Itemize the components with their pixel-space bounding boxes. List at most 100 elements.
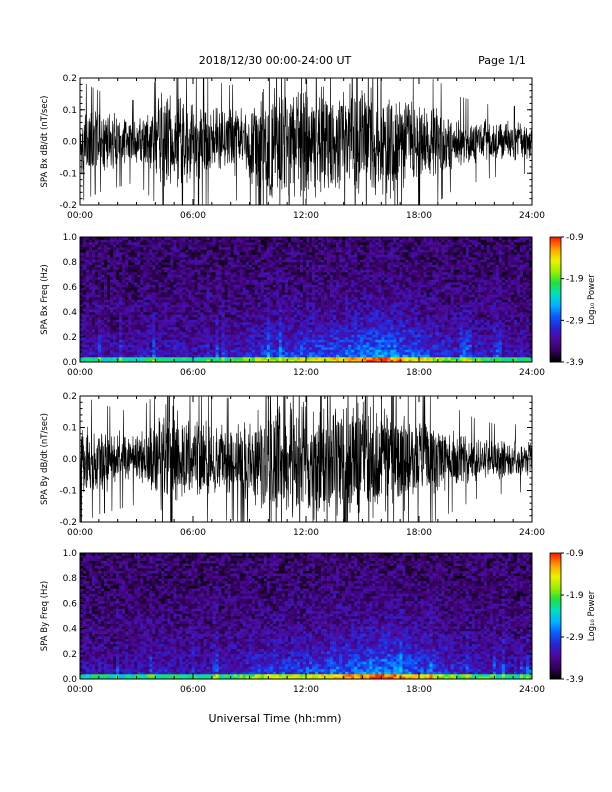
spectrogram-cell — [284, 284, 289, 288]
spectrogram-cell — [306, 277, 310, 280]
spectrogram-cell — [263, 287, 268, 290]
spectrogram-cell — [125, 274, 129, 278]
spectrogram-cell — [218, 244, 222, 248]
spectrogram-cell — [230, 267, 234, 270]
spectrogram-cell — [104, 237, 108, 240]
spectrogram-cell — [122, 324, 126, 328]
spectrogram-cell — [357, 277, 361, 280]
spectrogram-cell — [218, 292, 222, 295]
spectrogram-cell — [185, 249, 189, 253]
spectrogram-cell — [173, 349, 177, 353]
spectrogram-cell — [278, 332, 283, 335]
spectrogram-cell — [330, 264, 334, 268]
spectrogram-cell — [137, 292, 141, 295]
spectrogram-cell — [212, 239, 216, 243]
spectrogram-cell — [146, 244, 150, 248]
spectrogram-cell — [357, 249, 361, 253]
spectrogram-cell — [324, 324, 328, 328]
spectrogram-cell — [254, 257, 259, 260]
spectrogram-cell — [86, 317, 90, 320]
spectrogram-cell — [98, 327, 102, 330]
spectrogram-cell — [86, 272, 90, 275]
spectrogram-cell — [257, 357, 262, 360]
spectrogram-cell — [348, 252, 352, 255]
spectrogram-cell — [107, 277, 111, 280]
spectrogram-cell — [161, 322, 165, 325]
spectrogram-cell — [260, 334, 265, 338]
spectrogram-cell — [266, 332, 271, 335]
spectrogram-cell — [125, 299, 129, 303]
spectrogram-cell — [324, 292, 328, 295]
spectrogram-cell — [257, 249, 262, 253]
y-axis-label: SPA Bx dB/dt (nT/sec) — [40, 96, 50, 188]
spectrogram-cell — [290, 264, 295, 268]
spectrogram-cell — [161, 272, 165, 275]
spectrogram-cell — [321, 277, 325, 280]
spectrogram-cell — [92, 317, 96, 320]
spectrogram-cell — [182, 314, 186, 318]
spectrogram-cell — [149, 352, 153, 355]
spectrogram-cell — [351, 269, 355, 273]
spectrogram-cell — [188, 249, 192, 253]
spectrogram-cell — [309, 237, 313, 240]
spectrogram-cell — [287, 309, 292, 313]
spectrogram-cell — [215, 347, 219, 350]
spectrogram-cell — [212, 259, 216, 263]
spectrogram-cell — [218, 257, 222, 260]
spectrogram-cell — [336, 349, 340, 353]
spectrogram-cell — [212, 262, 216, 265]
spectrogram-cell — [194, 349, 198, 353]
spectrogram-cell — [254, 297, 259, 300]
spectrogram-cell — [179, 262, 183, 265]
spectrogram-cell — [200, 274, 204, 278]
spectrogram-cell — [366, 267, 370, 270]
spectrogram-cell — [275, 317, 280, 320]
spectrogram-cell — [113, 354, 117, 358]
spectrogram-cell — [98, 332, 102, 335]
spectrogram-cell — [224, 292, 228, 295]
spectrogram-cell — [149, 297, 153, 300]
spectrogram-cell — [161, 287, 165, 290]
spectrogram-cell — [360, 349, 364, 353]
spectrogram-cell — [221, 352, 225, 355]
spectrogram-cell — [194, 277, 198, 280]
spectrogram-cell — [369, 259, 373, 263]
spectrogram-cell — [233, 334, 237, 338]
spectrogram-cell — [179, 267, 183, 270]
spectrogram-cell — [293, 289, 298, 293]
spectrogram-cell — [236, 259, 240, 263]
spectrogram-cell — [218, 304, 222, 308]
spectrogram-cell — [143, 357, 147, 360]
spectrogram-cell — [296, 249, 301, 253]
spectrogram-cell — [206, 319, 210, 323]
spectrogram-cell — [200, 254, 204, 258]
spectrogram-cell — [89, 257, 93, 260]
spectrogram-cell — [119, 359, 123, 363]
spectrogram-cell — [173, 239, 177, 243]
spectrogram-cell — [128, 252, 132, 255]
spectrogram-cell — [167, 354, 171, 358]
spectrogram-cell — [170, 352, 174, 355]
spectrogram-cell — [134, 284, 138, 288]
spectrogram-cell — [83, 282, 87, 285]
spectrogram-cell — [140, 344, 144, 348]
spectrogram-cell — [203, 319, 207, 323]
spectrogram-cell — [107, 347, 111, 350]
spectrogram-cell — [137, 312, 141, 315]
spectrogram-cell — [182, 264, 186, 268]
spectrogram-cell — [182, 304, 186, 308]
spectrogram-cell — [200, 262, 204, 265]
spectrogram-cell — [128, 309, 132, 313]
spectrogram-cell — [351, 247, 355, 250]
spectrogram-cell — [95, 337, 99, 340]
spectrogram-cell — [107, 294, 111, 298]
spectrogram-cell — [140, 319, 144, 323]
spectrogram-cell — [227, 327, 231, 330]
spectrogram-cell — [278, 292, 283, 295]
spectrogram-cell — [284, 237, 289, 240]
spectrogram-cell — [251, 269, 256, 273]
spectrogram-cell — [206, 257, 210, 260]
spectrogram-cell — [248, 262, 253, 265]
spectrogram-cell — [233, 299, 237, 303]
spectrogram-cell — [218, 344, 222, 348]
